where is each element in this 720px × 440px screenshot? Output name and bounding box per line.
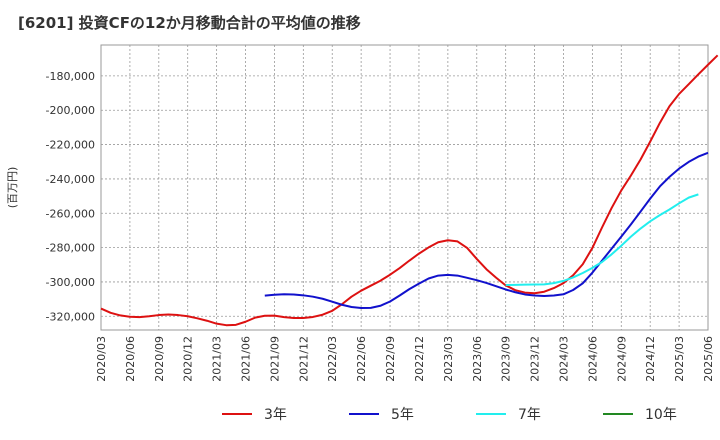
x-axis-ticks: 2020/03 2020/06 2020/09 2020/12 2021/03 2021/…	[95, 336, 715, 382]
x-tick-label: 2024/12	[644, 336, 657, 382]
x-tick-label: 2024/03	[557, 336, 570, 382]
x-tick-label: 2024/09	[615, 336, 628, 382]
x-tick-label: 2022/09	[384, 336, 397, 382]
x-tick-label: 2023/12	[529, 336, 542, 382]
y-tick-label: -320,000	[46, 310, 95, 323]
x-tick-label: 2023/06	[471, 336, 484, 382]
y-tick-label: -260,000	[46, 207, 95, 220]
x-tick-label: 2025/03	[673, 336, 686, 382]
x-tick-label: 2024/06	[586, 336, 599, 382]
series-line-3年	[100, 54, 719, 327]
x-tick-label: 2025/06	[702, 336, 715, 382]
x-tick-label: 2021/09	[268, 336, 281, 382]
legend-label: 5年	[391, 407, 414, 423]
x-tick-label: 2022/03	[326, 336, 339, 382]
series-line-7年	[505, 193, 699, 287]
x-tick-label: 2023/09	[500, 336, 513, 382]
legend-label: 3年	[264, 407, 287, 423]
x-tick-label: 2021/06	[240, 336, 253, 382]
series-line-5年	[264, 151, 709, 310]
x-tick-label: 2020/03	[95, 336, 108, 382]
x-tick-label: 2020/12	[182, 336, 195, 382]
y-tick-label: -300,000	[46, 276, 95, 289]
x-tick-label: 2021/03	[211, 336, 224, 382]
y-tick-label: -240,000	[46, 173, 95, 186]
x-tick-label: 2020/06	[124, 336, 137, 382]
y-tick-label: -200,000	[46, 104, 95, 117]
legend-label: 7年	[518, 407, 541, 423]
y-axis-ticks: -180,000 -200,000 -220,000 -240,000 -260,000…	[46, 70, 95, 323]
series-lines	[100, 54, 719, 327]
y-axis-label: (百万円)	[6, 167, 19, 209]
y-tick-label: -220,000	[46, 139, 95, 152]
x-tick-label: 2022/06	[355, 336, 368, 382]
grid	[101, 45, 708, 330]
legend-label: 10年	[645, 407, 677, 423]
chart-title: [6201] 投資CFの12か月移動合計の平均値の推移	[18, 14, 361, 32]
x-tick-label: 2023/03	[442, 336, 455, 382]
legend: 3年 5年 7年 10年	[222, 407, 677, 423]
x-tick-label: 2022/12	[413, 336, 426, 382]
plot-area	[100, 44, 709, 331]
y-tick-label: -280,000	[46, 242, 95, 255]
x-tick-label: 2020/09	[153, 336, 166, 382]
y-tick-label: -180,000	[46, 70, 95, 83]
x-tick-label: 2021/12	[297, 336, 310, 382]
